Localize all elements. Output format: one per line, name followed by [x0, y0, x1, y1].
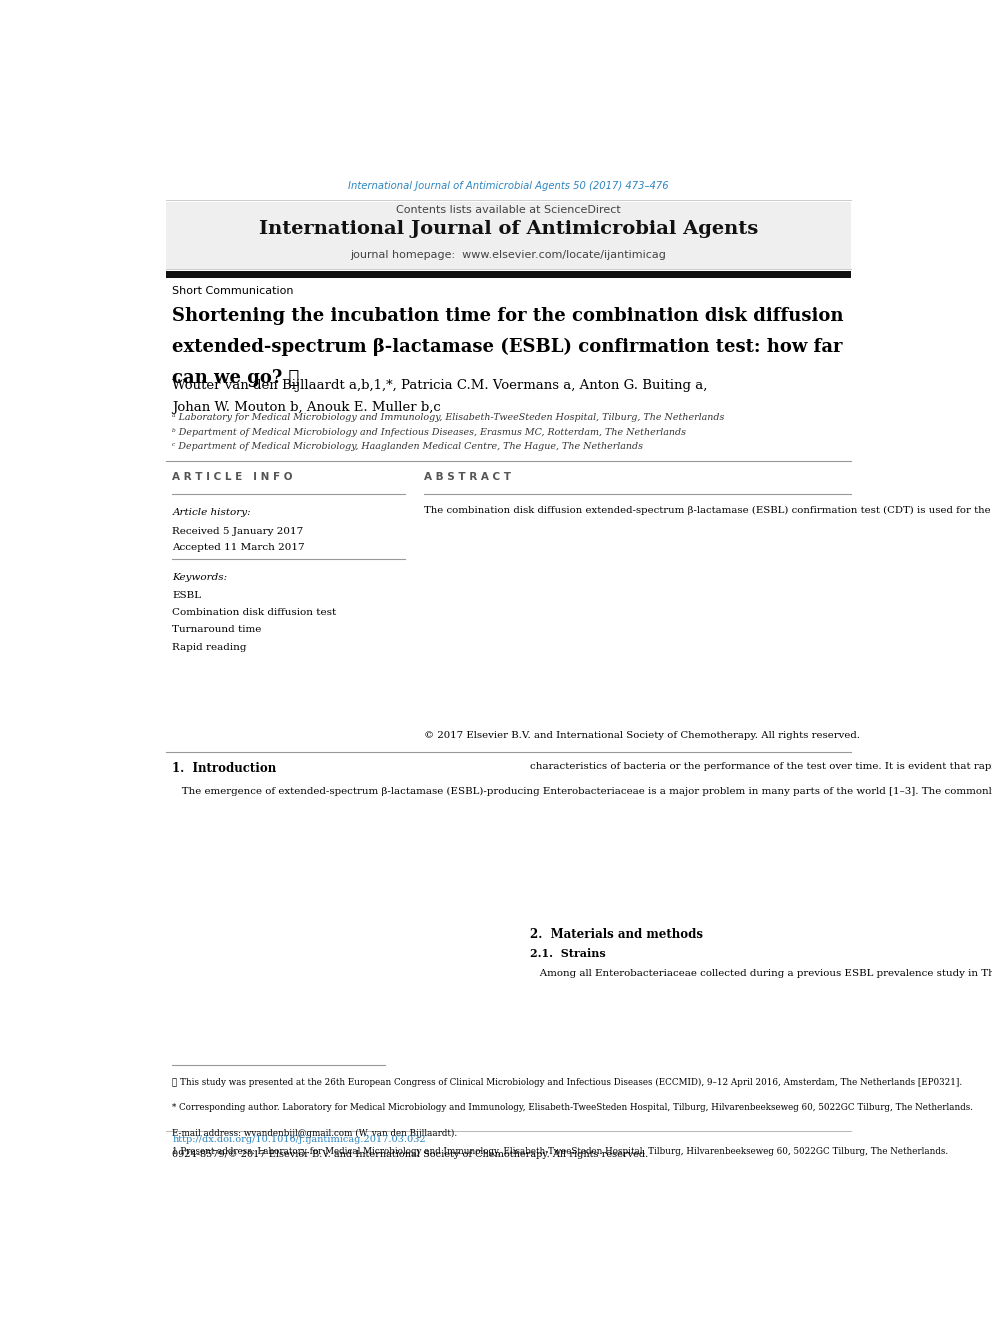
Text: Contents lists available at ScienceDirect: Contents lists available at ScienceDirec… — [396, 205, 621, 214]
Text: characteristics of bacteria or the performance of the test over time. It is evid: characteristics of bacteria or the perfo… — [530, 762, 992, 771]
Text: ESBL: ESBL — [173, 590, 201, 599]
Text: ᵃ Laboratory for Medical Microbiology and Immunology, Elisabeth-TweeSteden Hospi: ᵃ Laboratory for Medical Microbiology an… — [173, 413, 725, 422]
Text: extended-spectrum β-lactamase (ESBL) confirmation test: how far: extended-spectrum β-lactamase (ESBL) con… — [173, 339, 843, 356]
Text: 2.  Materials and methods: 2. Materials and methods — [530, 927, 703, 941]
Text: 1 Present address: Laboratory for Medical Microbiology and Immunology, Elisabeth: 1 Present address: Laboratory for Medica… — [173, 1147, 948, 1156]
Text: Turnaround time: Turnaround time — [173, 626, 262, 634]
Text: A R T I C L E   I N F O: A R T I C L E I N F O — [173, 471, 293, 482]
Text: Article history:: Article history: — [173, 508, 251, 517]
Text: * Corresponding author. Laboratory for Medical Microbiology and Immunology, Elis: * Corresponding author. Laboratory for M… — [173, 1103, 973, 1113]
Text: International Journal of Antimicrobial Agents: International Journal of Antimicrobial A… — [259, 220, 758, 238]
Text: 1.  Introduction: 1. Introduction — [173, 762, 277, 775]
Text: ᵇ Department of Medical Microbiology and Infectious Diseases, Erasmus MC, Rotter: ᵇ Department of Medical Microbiology and… — [173, 427, 686, 437]
Text: Among all Enterobacteriaceae collected during a previous ESBL prevalence study i: Among all Enterobacteriaceae collected d… — [530, 968, 992, 978]
Text: Accepted 11 March 2017: Accepted 11 March 2017 — [173, 542, 306, 552]
Text: Rapid reading: Rapid reading — [173, 643, 247, 652]
Text: © 2017 Elsevier B.V. and International Society of Chemotherapy. All rights reser: © 2017 Elsevier B.V. and International S… — [424, 732, 860, 741]
Text: 2.1.  Strains: 2.1. Strains — [530, 949, 606, 959]
Text: Combination disk diffusion test: Combination disk diffusion test — [173, 609, 336, 617]
Text: journal homepage:  www.elsevier.com/locate/ijantimicag: journal homepage: www.elsevier.com/locat… — [350, 250, 667, 261]
Text: A B S T R A C T: A B S T R A C T — [424, 471, 511, 482]
Text: Received 5 January 2017: Received 5 January 2017 — [173, 527, 304, 536]
Text: Short Communication: Short Communication — [173, 286, 294, 296]
Text: http://dx.doi.org/10.1016/j.ijantimicag.2017.03.032: http://dx.doi.org/10.1016/j.ijantimicag.… — [173, 1135, 426, 1143]
Text: E-mail address: wvandenbijl@gmail.com (W. van den Bijllaardt).: E-mail address: wvandenbijl@gmail.com (W… — [173, 1129, 457, 1138]
Text: can we go? ☆: can we go? ☆ — [173, 369, 300, 386]
Text: ᶜ Department of Medical Microbiology, Haaglanden Medical Centre, The Hague, The : ᶜ Department of Medical Microbiology, Ha… — [173, 442, 644, 451]
Text: ☆ This study was presented at the 26th European Congress of Clinical Microbiolog: ☆ This study was presented at the 26th E… — [173, 1078, 962, 1086]
FancyBboxPatch shape — [167, 201, 850, 269]
Text: The emergence of extended-spectrum β-lactamase (ESBL)-producing Enterobacteriace: The emergence of extended-spectrum β-lac… — [173, 787, 992, 796]
Text: Johan W. Mouton b, Anouk E. Muller b,c: Johan W. Mouton b, Anouk E. Muller b,c — [173, 401, 441, 414]
FancyBboxPatch shape — [167, 271, 850, 278]
Text: Keywords:: Keywords: — [173, 573, 227, 582]
Text: 0924-8579/© 2017 Elsevier B.V. and International Society of Chemotherapy. All ri: 0924-8579/© 2017 Elsevier B.V. and Inter… — [173, 1150, 649, 1159]
Text: Wouter van den Bijllaardt a,b,1,*, Patricia C.M. Voermans a, Anton G. Buiting a,: Wouter van den Bijllaardt a,b,1,*, Patri… — [173, 378, 708, 392]
Text: Shortening the incubation time for the combination disk diffusion: Shortening the incubation time for the c… — [173, 307, 844, 325]
Text: The combination disk diffusion extended-spectrum β-lactamase (ESBL) confirmation: The combination disk diffusion extended-… — [424, 507, 992, 515]
Text: International Journal of Antimicrobial Agents 50 (2017) 473–476: International Journal of Antimicrobial A… — [348, 181, 669, 191]
